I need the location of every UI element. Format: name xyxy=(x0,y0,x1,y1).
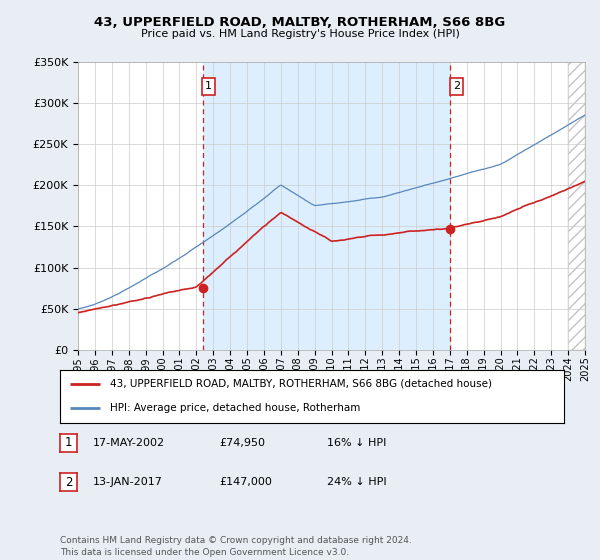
Text: 1: 1 xyxy=(65,436,72,450)
Text: 2: 2 xyxy=(65,475,72,489)
Text: 2: 2 xyxy=(453,81,460,91)
Text: Contains HM Land Registry data © Crown copyright and database right 2024.
This d: Contains HM Land Registry data © Crown c… xyxy=(60,536,412,557)
Text: 16% ↓ HPI: 16% ↓ HPI xyxy=(327,438,386,448)
Text: £147,000: £147,000 xyxy=(219,477,272,487)
Text: 43, UPPERFIELD ROAD, MALTBY, ROTHERHAM, S66 8BG (detached house): 43, UPPERFIELD ROAD, MALTBY, ROTHERHAM, … xyxy=(110,379,493,389)
Text: HPI: Average price, detached house, Rotherham: HPI: Average price, detached house, Roth… xyxy=(110,403,361,413)
Text: 17-MAY-2002: 17-MAY-2002 xyxy=(93,438,165,448)
Text: 24% ↓ HPI: 24% ↓ HPI xyxy=(327,477,386,487)
Text: £74,950: £74,950 xyxy=(219,438,265,448)
Text: 43, UPPERFIELD ROAD, MALTBY, ROTHERHAM, S66 8BG: 43, UPPERFIELD ROAD, MALTBY, ROTHERHAM, … xyxy=(94,16,506,29)
Bar xyxy=(203,62,451,350)
Bar xyxy=(568,62,585,350)
Text: 13-JAN-2017: 13-JAN-2017 xyxy=(93,477,163,487)
Text: 1: 1 xyxy=(205,81,212,91)
Text: Price paid vs. HM Land Registry's House Price Index (HPI): Price paid vs. HM Land Registry's House … xyxy=(140,29,460,39)
